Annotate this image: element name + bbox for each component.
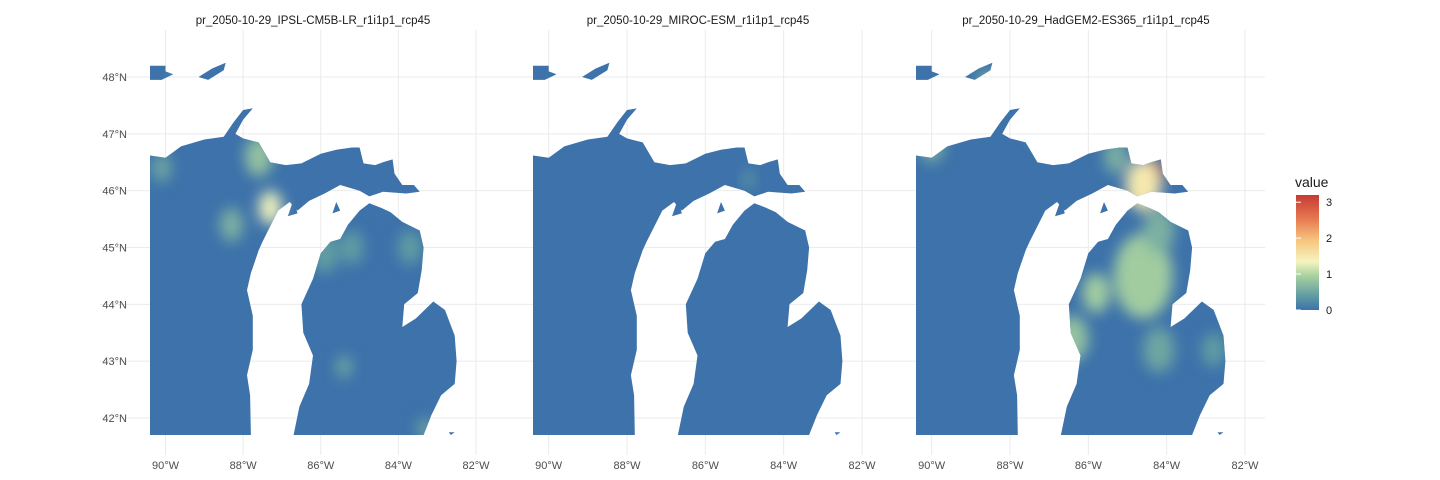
hotspot [398, 230, 422, 265]
x-tick-label: 90°W [152, 460, 180, 472]
panel-2-title: pr_2050-10-29_MIROC-ESM_r1i1p1_rcp45 [587, 15, 809, 27]
legend-tick-label: 1 [1326, 269, 1332, 281]
x-tick-label: 84°W [1153, 460, 1181, 472]
x-tick-label: 82°W [462, 460, 490, 472]
panel-1-title: pr_2050-10-29_IPSL-CM5B-LR_r1i1p1_rcp45 [196, 15, 431, 27]
hotspot [976, 68, 997, 97]
x-tick-label: 86°W [692, 460, 720, 472]
legend-title: value [1295, 174, 1329, 190]
x-tick-label: 82°W [848, 460, 876, 472]
hotspot [1143, 207, 1175, 254]
x-tick-label: 86°W [1075, 460, 1103, 472]
panel-1-x-ticks: 90°W 88°W 86°W 84°W 82°W [152, 460, 490, 472]
x-tick-label: 88°W [613, 460, 641, 472]
legend-tick-label: 3 [1326, 197, 1332, 209]
legend-colorbar [1296, 195, 1319, 310]
x-tick-label: 90°W [535, 460, 563, 472]
legend-tick-label: 0 [1326, 305, 1332, 317]
hotspot [336, 355, 352, 379]
hotspot [173, 62, 189, 83]
hotspot [1143, 327, 1175, 373]
legend: value 0 1 2 3 [1295, 174, 1332, 317]
y-tick-label: 45°N [102, 243, 127, 255]
y-tick-label: 46°N [102, 186, 127, 198]
hotspot [1082, 273, 1110, 313]
hotspot [151, 153, 172, 183]
hotspot [742, 170, 755, 188]
panel-1-land [150, 62, 457, 436]
panel-2: pr_2050-10-29_MIROC-ESM_r1i1p1_rcp45 90°… [490, 15, 876, 472]
y-tick-label: 43°N [102, 356, 127, 368]
x-tick-label: 90°W [918, 460, 946, 472]
panel-1: pr_2050-10-29_IPSL-CM5B-LR_r1i1p1_rcp45 … [100, 15, 490, 472]
hotspot [1125, 159, 1161, 211]
y-tick-label: 48°N [102, 72, 127, 84]
hotspot [1057, 315, 1089, 362]
x-tick-label: 88°W [996, 460, 1024, 472]
legend-tick-label: 2 [1326, 233, 1332, 245]
x-tick-label: 88°W [230, 460, 258, 472]
hotspot [340, 230, 364, 265]
panel-3: pr_2050-10-29_HadGEM2-ES365_r1i1p1_rcp45… [875, 15, 1265, 472]
panel-1-y-ticks: 42°N 43°N 44°N 45°N 46°N 47°N 48°N [102, 72, 127, 425]
hotspot [258, 190, 282, 225]
hotspot [1029, 111, 1054, 146]
hotspot [1201, 332, 1226, 367]
panel-2-x-ticks: 90°W 88°W 86°W 84°W 82°W [535, 460, 876, 472]
hotspot [245, 136, 273, 177]
x-tick-label: 84°W [770, 460, 798, 472]
hotspot [1113, 233, 1173, 319]
hotspot [1104, 139, 1128, 174]
legend-ticks: 0 1 2 3 [1296, 197, 1332, 317]
hotspot [417, 417, 434, 436]
x-tick-label: 84°W [385, 460, 413, 472]
x-tick-label: 82°W [1231, 460, 1259, 472]
hotspot [219, 207, 244, 242]
y-tick-label: 47°N [102, 129, 127, 141]
panel-3-x-ticks: 90°W 88°W 86°W 84°W 82°W [918, 460, 1259, 472]
y-tick-label: 44°N [102, 299, 127, 311]
y-tick-label: 42°N [102, 413, 127, 425]
hotspot-layer [742, 170, 755, 188]
panel-3-title: pr_2050-10-29_HadGEM2-ES365_r1i1p1_rcp45 [962, 15, 1209, 27]
x-tick-label: 86°W [307, 460, 335, 472]
hotspot [311, 233, 339, 274]
